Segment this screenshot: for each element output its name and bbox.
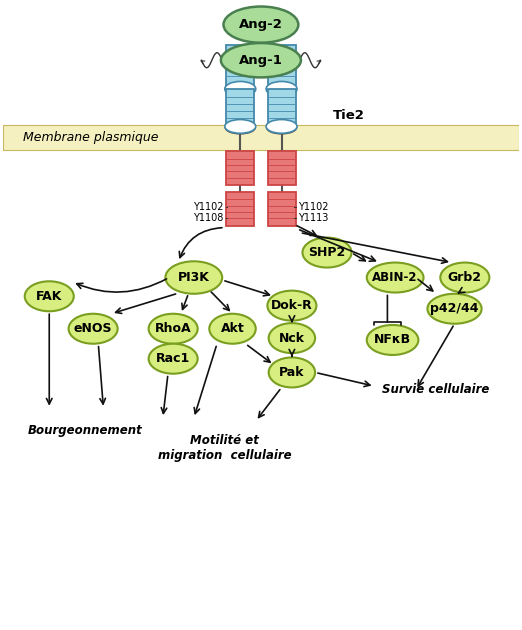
FancyBboxPatch shape <box>268 151 295 185</box>
Text: Y1113: Y1113 <box>298 213 328 223</box>
Ellipse shape <box>269 323 315 353</box>
Ellipse shape <box>226 122 255 134</box>
Text: SHP2: SHP2 <box>309 246 346 259</box>
Text: Rac1: Rac1 <box>156 352 191 365</box>
Ellipse shape <box>441 263 489 292</box>
Ellipse shape <box>149 314 198 344</box>
Ellipse shape <box>269 357 315 387</box>
Ellipse shape <box>68 314 117 344</box>
FancyBboxPatch shape <box>268 192 295 226</box>
Text: Akt: Akt <box>221 322 244 335</box>
Ellipse shape <box>25 281 74 311</box>
Text: Tie2: Tie2 <box>333 109 365 122</box>
FancyBboxPatch shape <box>3 125 519 149</box>
Text: Bourgeonnement: Bourgeonnement <box>28 424 143 437</box>
Text: p42/44: p42/44 <box>430 302 479 315</box>
Text: eNOS: eNOS <box>74 322 112 335</box>
FancyBboxPatch shape <box>227 151 254 185</box>
Text: Grb2: Grb2 <box>448 271 482 284</box>
Ellipse shape <box>266 81 297 96</box>
Ellipse shape <box>149 344 198 374</box>
Text: ABIN-2: ABIN-2 <box>372 271 418 284</box>
Ellipse shape <box>266 120 297 134</box>
Ellipse shape <box>221 43 301 77</box>
Ellipse shape <box>367 263 423 292</box>
FancyBboxPatch shape <box>268 89 295 126</box>
Text: Y1102: Y1102 <box>298 202 328 212</box>
FancyBboxPatch shape <box>227 192 254 226</box>
Ellipse shape <box>367 325 418 355</box>
Ellipse shape <box>267 290 316 321</box>
Text: Pak: Pak <box>279 366 305 379</box>
Text: PI3K: PI3K <box>178 271 210 284</box>
Text: Y1108: Y1108 <box>193 213 224 223</box>
Text: migration  cellulaire: migration cellulaire <box>158 449 292 462</box>
Text: FAK: FAK <box>36 290 63 303</box>
Text: Ang-2: Ang-2 <box>239 18 283 31</box>
FancyBboxPatch shape <box>268 45 295 85</box>
Ellipse shape <box>267 122 296 134</box>
Text: Survie cellulaire: Survie cellulaire <box>382 384 490 396</box>
Ellipse shape <box>428 294 482 324</box>
Ellipse shape <box>225 81 256 96</box>
FancyBboxPatch shape <box>227 89 254 126</box>
Text: Nck: Nck <box>279 331 305 345</box>
Text: Ang-1: Ang-1 <box>239 54 283 67</box>
Ellipse shape <box>223 6 299 43</box>
Ellipse shape <box>209 314 256 344</box>
Ellipse shape <box>225 120 256 134</box>
Ellipse shape <box>165 261 222 294</box>
FancyBboxPatch shape <box>227 45 254 85</box>
Ellipse shape <box>302 238 351 268</box>
Text: Y1102: Y1102 <box>193 202 224 212</box>
Text: RhoA: RhoA <box>155 322 192 335</box>
Text: Motilité et: Motilité et <box>191 433 259 447</box>
Text: Dok-R: Dok-R <box>271 299 313 312</box>
Text: Membrane plasmique: Membrane plasmique <box>23 130 159 144</box>
Text: NFκB: NFκB <box>374 333 411 347</box>
